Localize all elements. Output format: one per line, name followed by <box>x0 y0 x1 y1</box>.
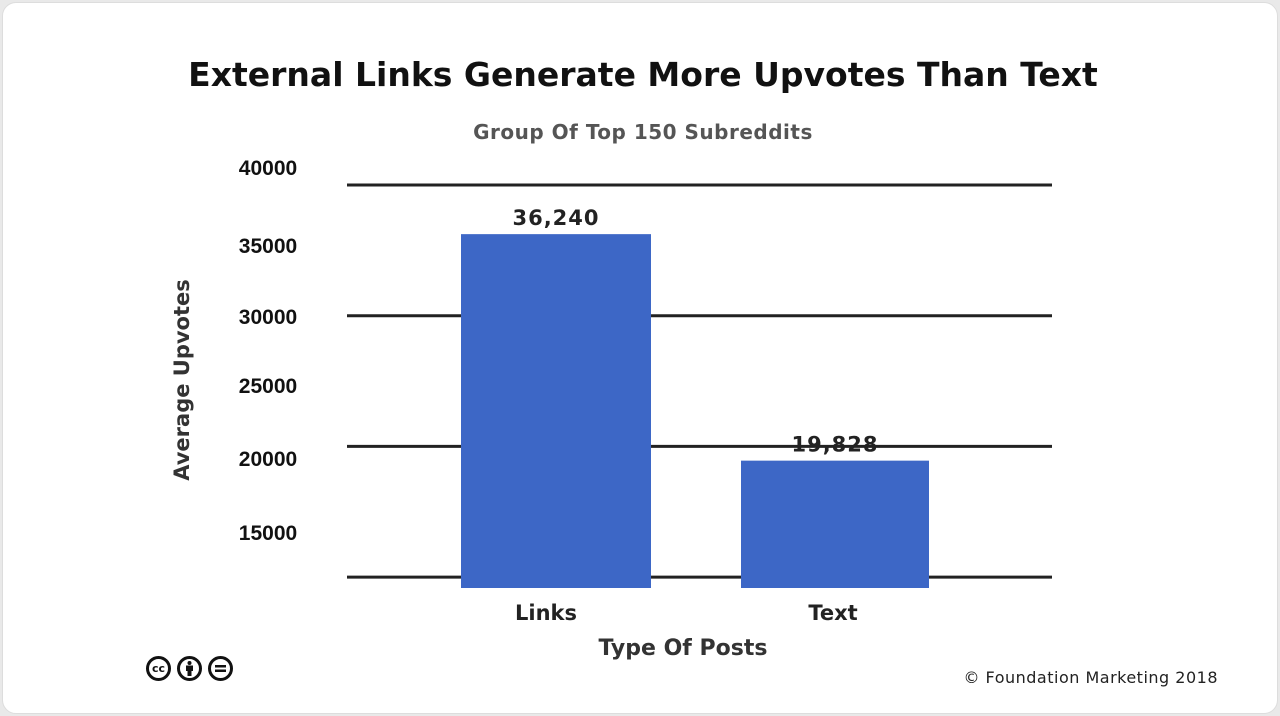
y-tick-label: 40000 <box>239 157 297 180</box>
bar-text <box>741 460 929 588</box>
x-tick-label: Text <box>808 601 857 625</box>
x-axis-label: Type Of Posts <box>598 636 768 661</box>
chart-title: External Links Generate More Upvotes Tha… <box>188 55 1098 94</box>
nd-icon <box>208 656 233 681</box>
license-icons: cc <box>146 656 233 681</box>
cc-icon: cc <box>146 656 171 681</box>
y-axis-label: Average Upvotes <box>170 279 194 481</box>
copyright-credit: © Foundation Marketing 2018 <box>963 668 1218 687</box>
y-tick-label: 25000 <box>239 375 297 398</box>
y-tick-label: 20000 <box>239 448 297 471</box>
by-icon <box>177 656 202 681</box>
x-tick-label: Links <box>515 601 577 625</box>
data-label: 36,240 <box>512 206 599 230</box>
y-tick-label: 30000 <box>239 306 297 329</box>
bar-links <box>461 234 651 589</box>
chart-subtitle: Group Of Top 150 Subreddits <box>473 120 813 144</box>
data-label: 19,828 <box>791 433 878 457</box>
y-tick-label: 35000 <box>239 235 297 258</box>
y-tick-label: 15000 <box>239 522 297 545</box>
